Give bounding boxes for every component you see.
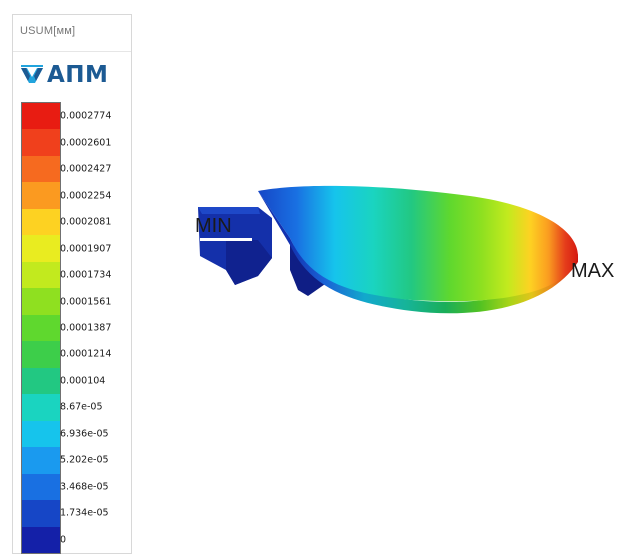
brand-name: АПМ <box>47 62 109 88</box>
color-scale-band <box>22 129 60 157</box>
min-marker-label: MIN <box>195 215 232 237</box>
color-scale-band <box>22 155 60 183</box>
color-scale-band <box>22 261 60 289</box>
color-scale-value: 0.0002254 <box>60 190 112 202</box>
color-scale-band <box>22 314 60 342</box>
color-scale-value: 0 <box>60 534 67 546</box>
displacement-model-view[interactable] <box>140 0 629 557</box>
color-scale-value: 1.734e-05 <box>60 507 109 519</box>
color-scale-value: 3.468e-05 <box>60 481 109 493</box>
model-viewport[interactable] <box>140 0 629 557</box>
color-scale-value: 8.67e-05 <box>60 401 103 413</box>
color-scale-value: 0.0002601 <box>60 137 112 149</box>
color-scale-value: 0.0001214 <box>60 348 112 360</box>
color-scale-band <box>22 394 60 422</box>
color-scale-value: 0.0002427 <box>60 163 112 175</box>
color-scale-value: 0.0001907 <box>60 243 112 255</box>
disc-contour-bands <box>258 185 578 302</box>
color-scale-value: 0.0002774 <box>60 110 112 122</box>
color-scale-value: 0.0001734 <box>60 269 112 281</box>
color-scale-band <box>22 500 60 528</box>
color-scale-band <box>22 208 60 236</box>
min-marker-tick <box>200 238 252 241</box>
apm-logo-icon <box>21 65 43 83</box>
legend-divider <box>13 51 131 52</box>
color-scale-value: 0.0001387 <box>60 322 112 334</box>
max-marker-label: MAX <box>571 260 615 282</box>
max-marker-tick <box>572 286 580 288</box>
color-scale-band <box>22 103 60 130</box>
color-scale-band <box>22 288 60 316</box>
color-scale-band <box>22 235 60 263</box>
color-scale-value: 0.0002081 <box>60 216 112 228</box>
color-scale-bar <box>21 102 61 554</box>
result-quantity-label: USUM[мм] <box>20 25 76 37</box>
color-scale-value: 0.0001561 <box>60 296 112 308</box>
color-scale-band <box>22 367 60 395</box>
color-scale-band <box>22 526 60 554</box>
color-scale-band <box>22 341 60 369</box>
color-scale-band <box>22 420 60 448</box>
color-scale-band <box>22 447 60 475</box>
hub-top-face <box>198 207 260 214</box>
brand-logo: АПМ <box>21 61 108 89</box>
hub-side-face <box>226 240 272 285</box>
result-legend-panel: USUM[мм] АПМ 0.0002774 0.0002601 0.0002427… <box>12 14 132 554</box>
color-scale-value: 6.936e-05 <box>60 428 109 440</box>
color-scale-band <box>22 473 60 501</box>
color-scale-band <box>22 182 60 210</box>
color-scale-value: 0.000104 <box>60 375 106 387</box>
color-scale-value: 5.202e-05 <box>60 454 109 466</box>
